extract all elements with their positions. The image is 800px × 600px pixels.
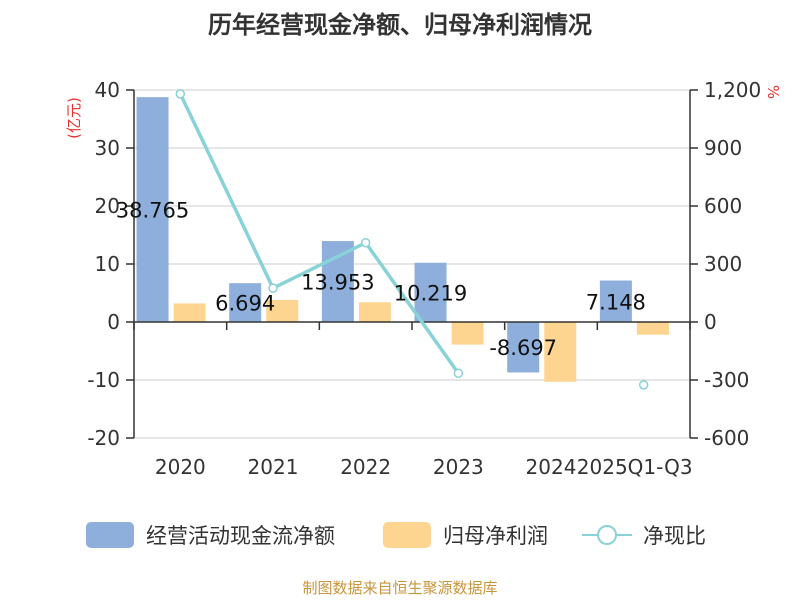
legend-label-net-profit: 归母净利润 [443, 524, 548, 548]
chart-title: 历年经营现金净额、归母净利润情况 [208, 11, 592, 39]
data-label-2022: 13.953 [301, 271, 374, 295]
data-label-2024: -8.697 [489, 336, 557, 360]
left-axis-unit: (亿元) [65, 97, 83, 139]
cash-flow-bar-2023 [414, 262, 447, 322]
x-tick-label: 2021 [248, 455, 299, 479]
left-tick-label: -20 [87, 426, 120, 450]
left-tick-label: 30 [95, 136, 120, 160]
right-tick-label: 600 [704, 194, 742, 218]
x-tick-label: 2024 [526, 455, 577, 479]
legend-swatch-net-profit [383, 522, 431, 548]
net-profit-bar-2021 [266, 299, 299, 322]
right-tick-label: -600 [704, 426, 749, 450]
data-label-2025Q1-Q3: 7.148 [586, 290, 646, 314]
right-tick-label: 1,200 [704, 78, 761, 102]
right-axis-unit: % [764, 85, 782, 99]
left-tick-label: 0 [107, 310, 120, 334]
axes [126, 89, 698, 439]
legend-marker-ratio [597, 525, 617, 545]
ratio-point-2020 [175, 89, 186, 99]
cash-flow-bar-2025Q1-Q3 [599, 280, 632, 322]
net-profit-bar-2023 [451, 322, 484, 345]
right-tick-label: 0 [704, 310, 717, 334]
right-tick-label: 300 [704, 252, 742, 276]
net-profit-bar-2024 [544, 322, 577, 382]
tick-labels: -20 -10 0 10 20 30 40 -600 -300 0 300 600 900 1,200 20… [87, 78, 761, 479]
right-tick-label: 900 [704, 136, 742, 160]
cash-flow-bar-2021 [229, 283, 262, 322]
net-profit-bar-2022 [358, 302, 391, 322]
gridlines [134, 89, 690, 439]
data-label-2023: 10.219 [394, 281, 467, 305]
bar-series [136, 97, 669, 382]
ratio-point-2025Q1-Q3 [638, 380, 649, 390]
legend: 经营活动现金流净额 归母净利润 净现比 [86, 522, 706, 548]
data-label-2020: 38.765 [116, 199, 189, 223]
ratio-point-2023 [453, 368, 464, 378]
net-profit-bar-2020 [173, 303, 206, 322]
legend-label-cash-flow: 经营活动现金流净额 [146, 524, 335, 548]
x-tick-label: 2020 [155, 455, 206, 479]
cash-flow-bar-2020 [136, 97, 169, 323]
legend-swatch-cash-flow [86, 522, 134, 548]
left-tick-label: 10 [95, 252, 120, 276]
x-tick-label: 2023 [433, 455, 484, 479]
data-source: 制图数据来自恒生聚源数据库 [302, 579, 497, 597]
left-tick-label: 40 [95, 78, 120, 102]
ratio-line-series [175, 89, 649, 390]
x-tick-label: 2025Q1-Q3 [577, 455, 693, 479]
left-tick-label: -10 [87, 368, 120, 392]
x-tick-label: 2022 [340, 455, 391, 479]
left-tick-label: 20 [95, 194, 120, 218]
right-tick-label: -300 [704, 368, 749, 392]
ratio-point-2021 [268, 283, 278, 293]
ratio-point-2022 [360, 237, 371, 248]
data-labels: 38.765 6.694 13.953 10.219 -8.697 7.148 [116, 199, 646, 361]
legend-label-ratio: 净现比 [643, 524, 706, 548]
cash-flow-bar-2024 [507, 322, 540, 373]
net-profit-bar-2025Q1-Q3 [636, 322, 669, 335]
ratio-line [178, 93, 460, 375]
data-label-2021: 6.694 [215, 292, 275, 316]
